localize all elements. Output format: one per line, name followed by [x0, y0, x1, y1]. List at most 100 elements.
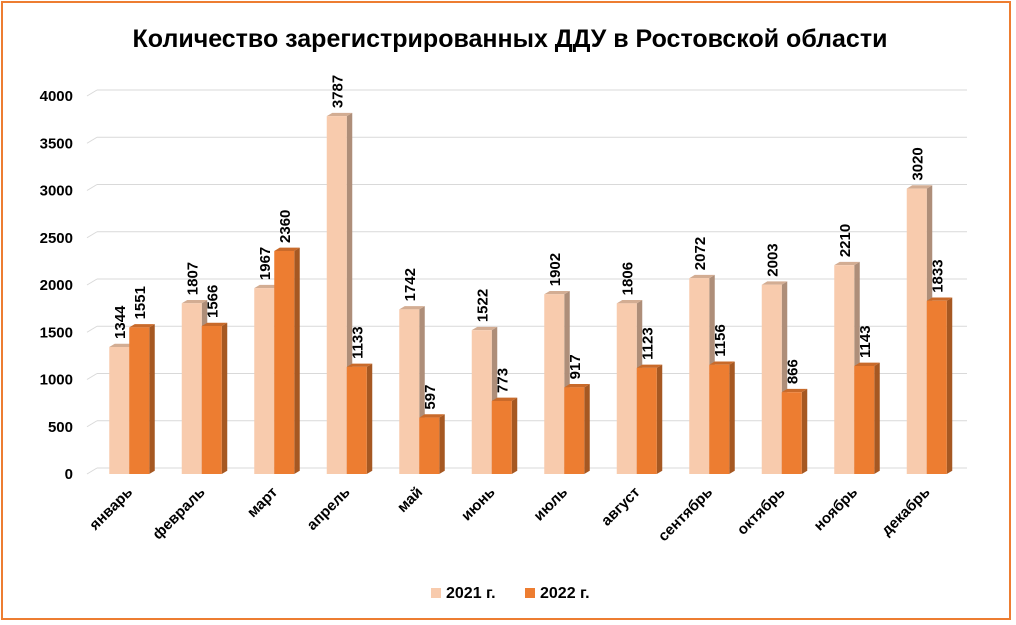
- bar-side: [221, 322, 228, 474]
- bar-top: [181, 299, 208, 304]
- bar-2022-сентябрь: [709, 361, 735, 474]
- data-label: 1967: [257, 247, 274, 280]
- legend-swatch: [431, 588, 441, 598]
- bar-2022-май: [419, 414, 445, 474]
- bar-side: [874, 362, 880, 474]
- bar-front: [544, 294, 565, 474]
- chart-title: Количество зарегистрированных ДДУ в Рост…: [133, 25, 888, 53]
- data-label: 2003: [765, 243, 782, 276]
- y-tick-label: 3000: [40, 183, 73, 200]
- gridline-diag: [86, 184, 98, 191]
- bar-side: [801, 388, 808, 474]
- bar-top: [834, 261, 860, 266]
- category-label: май: [394, 484, 426, 516]
- category-label: февраль: [149, 484, 208, 543]
- gridline-diag: [86, 136, 98, 144]
- bar-side: [729, 361, 735, 474]
- bar-front: [471, 330, 492, 474]
- data-label: 917: [567, 354, 584, 379]
- bars: [109, 112, 953, 475]
- gridline-diag: [86, 278, 98, 286]
- bar-2022-июнь: [491, 397, 518, 474]
- data-label: 1742: [402, 268, 419, 301]
- bar-2022-декабрь: [926, 297, 953, 474]
- bar-front: [326, 116, 347, 474]
- bar-side: [149, 324, 155, 474]
- y-tick-label: 500: [48, 419, 73, 436]
- category-label: июль: [530, 484, 571, 525]
- data-label: 3787: [330, 75, 347, 108]
- data-label: 2072: [692, 237, 709, 270]
- bar-front: [616, 303, 637, 474]
- bar-top: [709, 361, 735, 365]
- y-tick-label: 0: [65, 466, 73, 483]
- bar-front: [689, 278, 710, 474]
- category-label: август: [598, 484, 644, 530]
- y-tick-label: 2000: [40, 277, 73, 294]
- y-axis-ticks: 0 500 1000 1500 2000 2500 3000 3500 4000: [40, 88, 73, 483]
- y-tick-label: 2500: [40, 230, 73, 247]
- data-label: 1566: [205, 285, 222, 318]
- gridlines: [86, 89, 967, 475]
- category-label: июнь: [458, 484, 499, 525]
- data-label: 1143: [857, 325, 874, 358]
- data-label: 1156: [712, 324, 729, 357]
- data-label: 1833: [930, 259, 947, 292]
- bar-top: [399, 306, 425, 310]
- legend-swatch: [525, 588, 535, 598]
- bar-side: [366, 363, 373, 474]
- data-label: 1807: [185, 262, 202, 295]
- bar-front: [926, 300, 947, 474]
- bar-top: [201, 322, 228, 327]
- bar-front: [636, 367, 657, 474]
- bar-2022-январь: [129, 324, 155, 474]
- bar-front: [761, 284, 782, 474]
- bar-top: [781, 388, 808, 393]
- bar-2022-август: [636, 364, 663, 474]
- bar-top: [636, 364, 663, 368]
- category-label: январь: [86, 484, 136, 534]
- bar-2022-апрель: [346, 363, 373, 474]
- bar-front: [834, 265, 855, 474]
- data-label: 2210: [837, 224, 854, 257]
- data-label: 2360: [277, 210, 294, 243]
- bar-top: [471, 326, 498, 331]
- x-axis-categories: январь февраль март апрель май июнь июль август…: [86, 484, 933, 545]
- bar-side: [656, 364, 663, 474]
- bar-front: [201, 326, 222, 474]
- bar-side: [294, 247, 300, 474]
- gridline-diag: [86, 467, 98, 475]
- bar-2022-июль: [564, 384, 590, 474]
- bar-front: [109, 346, 130, 474]
- data-label: 1123: [640, 327, 657, 360]
- category-label: октябрь: [734, 484, 789, 539]
- legend-item-2022: 2022 г.: [525, 585, 590, 602]
- bar-top: [689, 274, 715, 279]
- data-label: 1902: [547, 253, 564, 286]
- data-label: 3020: [910, 147, 927, 180]
- bar-2022-ноябрь: [854, 362, 880, 474]
- legend: 2021 г. 2022 г.: [431, 585, 590, 602]
- bar-front: [254, 288, 275, 474]
- bar-top: [274, 247, 300, 251]
- bar-top: [564, 384, 590, 388]
- y-tick-label: 3500: [40, 135, 73, 152]
- bar-side: [439, 414, 445, 474]
- bar-front: [419, 417, 440, 474]
- bar-top: [254, 284, 280, 289]
- gridline-diag: [86, 420, 98, 428]
- bar-2022-октябрь: [781, 388, 808, 474]
- bar-front: [346, 366, 367, 474]
- data-label: 1522: [475, 289, 492, 322]
- bar-2022-март: [274, 247, 300, 474]
- data-label: 597: [422, 385, 439, 410]
- bar-top: [419, 414, 445, 418]
- category-label: сентябрь: [655, 484, 716, 545]
- data-label: 1133: [350, 326, 367, 359]
- gridline-diag: [86, 373, 98, 380]
- bar-front: [854, 365, 875, 474]
- legend-label: 2022 г.: [540, 585, 590, 602]
- gridline-diag: [86, 325, 98, 333]
